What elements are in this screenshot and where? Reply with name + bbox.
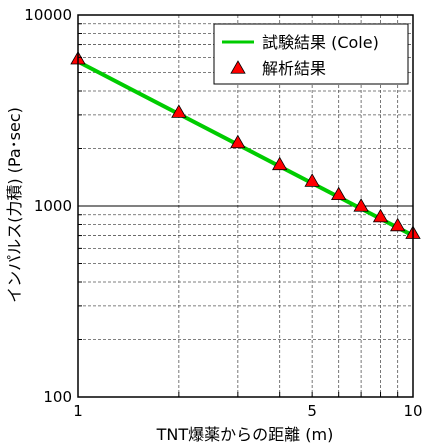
legend: 試験結果 (Cole) 解析結果 — [213, 23, 409, 85]
analysis-point — [330, 186, 347, 201]
analysis-point — [372, 208, 389, 223]
analysis-point — [353, 198, 369, 212]
legend-label-test: 試験結果 (Cole) — [262, 33, 379, 52]
y-axis-title: インパルス(力積) (Pa･sec) — [5, 107, 24, 303]
legend-label-analysis: 解析結果 — [262, 59, 326, 78]
analysis-point — [230, 134, 246, 149]
analysis-point — [304, 173, 320, 187]
x-axis-title: TNT爆薬からの距離 (m) — [156, 425, 334, 444]
analysis-point — [389, 217, 406, 232]
y-tick-label: 1000 — [34, 197, 72, 215]
x-tick-label: 10 — [403, 402, 422, 420]
y-tick-label: 10000 — [24, 6, 72, 24]
axis-ticks — [78, 14, 399, 398]
analysis-point — [171, 104, 187, 118]
tick-labels: 100 1000 10000 1 5 10 — [24, 6, 422, 420]
x-tick-label: 1 — [73, 402, 83, 420]
x-tick-label: 5 — [307, 402, 317, 420]
y-tick-label: 100 — [43, 388, 72, 406]
legend-triangle-marker — [230, 60, 246, 74]
legend-box — [213, 23, 409, 85]
analysis-point — [272, 156, 288, 171]
